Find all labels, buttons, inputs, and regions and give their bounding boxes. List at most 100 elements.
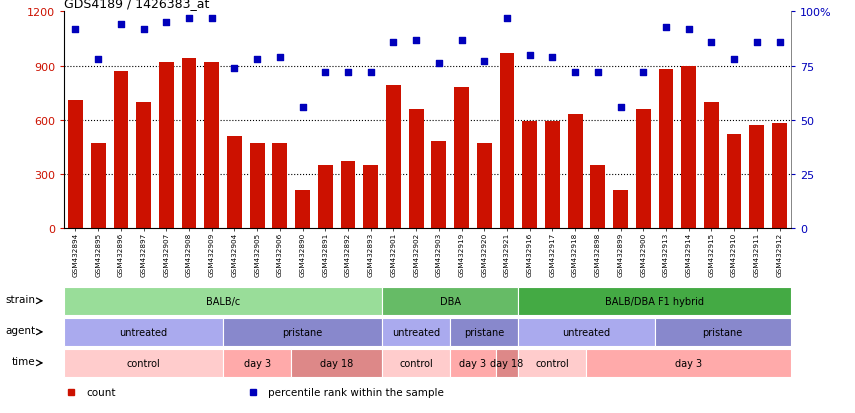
Point bbox=[386, 39, 400, 46]
Bar bbox=[518, 287, 791, 315]
Point bbox=[500, 16, 514, 22]
Point bbox=[432, 61, 445, 68]
Bar bbox=[727, 135, 741, 228]
Point bbox=[728, 57, 741, 63]
Bar bbox=[568, 115, 582, 228]
Bar bbox=[636, 109, 651, 228]
Point bbox=[681, 26, 695, 33]
Text: day 3: day 3 bbox=[675, 358, 702, 368]
Bar bbox=[382, 349, 451, 377]
Bar bbox=[409, 109, 423, 228]
Text: BALB/c: BALB/c bbox=[206, 296, 240, 306]
Bar bbox=[587, 349, 791, 377]
Point bbox=[273, 55, 286, 61]
Bar bbox=[382, 287, 518, 315]
Point bbox=[227, 65, 241, 72]
Point bbox=[114, 22, 127, 28]
Text: agent: agent bbox=[5, 325, 35, 335]
Bar bbox=[518, 318, 655, 346]
Bar bbox=[681, 66, 696, 228]
Bar bbox=[136, 102, 151, 228]
Bar bbox=[295, 190, 310, 228]
Point bbox=[569, 69, 582, 76]
Text: strain: strain bbox=[5, 294, 35, 304]
Bar bbox=[432, 142, 446, 228]
Point bbox=[341, 69, 355, 76]
Text: control: control bbox=[535, 358, 569, 368]
Point bbox=[591, 69, 604, 76]
Bar bbox=[91, 144, 105, 228]
Point bbox=[205, 16, 219, 22]
Point bbox=[91, 57, 105, 63]
Bar bbox=[68, 101, 83, 228]
Bar bbox=[451, 349, 496, 377]
Bar bbox=[382, 318, 451, 346]
Bar bbox=[454, 88, 469, 228]
Bar bbox=[750, 126, 764, 228]
Text: BALB/DBA F1 hybrid: BALB/DBA F1 hybrid bbox=[605, 296, 705, 306]
Point bbox=[636, 69, 650, 76]
Point bbox=[296, 104, 310, 111]
Bar bbox=[340, 162, 356, 228]
Bar bbox=[772, 124, 787, 228]
Point bbox=[477, 59, 491, 65]
Bar bbox=[318, 165, 333, 228]
Bar bbox=[496, 349, 518, 377]
Bar bbox=[655, 318, 791, 346]
Point bbox=[182, 16, 196, 22]
Point bbox=[137, 26, 150, 33]
Text: day 18: day 18 bbox=[491, 358, 523, 368]
Bar bbox=[522, 122, 537, 228]
Text: day 18: day 18 bbox=[320, 358, 353, 368]
Text: percentile rank within the sample: percentile rank within the sample bbox=[268, 387, 444, 397]
Bar bbox=[658, 70, 674, 228]
Bar bbox=[273, 144, 287, 228]
Bar bbox=[545, 122, 560, 228]
Point bbox=[750, 39, 764, 46]
Bar bbox=[613, 190, 628, 228]
Bar bbox=[227, 137, 242, 228]
Point bbox=[659, 24, 673, 31]
Point bbox=[318, 69, 332, 76]
Bar bbox=[181, 59, 197, 228]
Text: DBA: DBA bbox=[439, 296, 461, 306]
Text: untreated: untreated bbox=[120, 327, 168, 337]
Bar bbox=[250, 144, 264, 228]
Text: control: control bbox=[399, 358, 433, 368]
Point bbox=[705, 39, 718, 46]
Text: GDS4189 / 1426383_at: GDS4189 / 1426383_at bbox=[64, 0, 209, 10]
Text: day 3: day 3 bbox=[459, 358, 486, 368]
Bar bbox=[477, 144, 492, 228]
Bar bbox=[451, 318, 518, 346]
Text: untreated: untreated bbox=[563, 327, 610, 337]
Bar bbox=[223, 318, 382, 346]
Point bbox=[364, 69, 378, 76]
Text: control: control bbox=[127, 358, 161, 368]
Text: time: time bbox=[12, 356, 35, 366]
Point bbox=[523, 52, 537, 59]
Bar bbox=[64, 318, 223, 346]
Text: pristane: pristane bbox=[703, 327, 743, 337]
Point bbox=[160, 20, 174, 26]
Bar bbox=[223, 349, 292, 377]
Bar bbox=[292, 349, 382, 377]
Bar bbox=[64, 287, 382, 315]
Bar bbox=[363, 165, 378, 228]
Point bbox=[545, 55, 559, 61]
Point bbox=[773, 39, 787, 46]
Text: pristane: pristane bbox=[464, 327, 504, 337]
Point bbox=[614, 104, 628, 111]
Text: count: count bbox=[86, 387, 115, 397]
Bar bbox=[114, 72, 128, 228]
Bar bbox=[704, 102, 719, 228]
Point bbox=[410, 37, 423, 44]
Bar bbox=[518, 349, 587, 377]
Point bbox=[251, 57, 264, 63]
Bar bbox=[204, 63, 219, 228]
Point bbox=[455, 37, 469, 44]
Text: pristane: pristane bbox=[282, 327, 322, 337]
Text: untreated: untreated bbox=[392, 327, 440, 337]
Bar bbox=[64, 349, 223, 377]
Bar bbox=[159, 63, 174, 228]
Text: day 3: day 3 bbox=[244, 358, 271, 368]
